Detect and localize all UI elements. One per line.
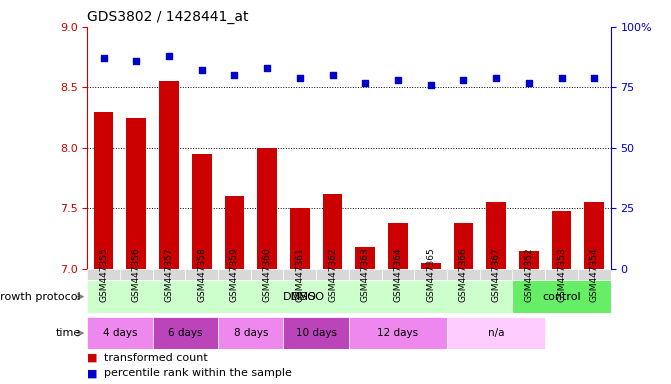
Text: ■: ■ — [87, 368, 101, 378]
Point — [229, 72, 240, 78]
Bar — [251, 269, 283, 280]
Bar — [153, 269, 185, 280]
Bar — [87, 317, 153, 349]
Bar — [283, 317, 349, 349]
Bar — [316, 269, 349, 280]
Bar — [218, 269, 251, 280]
Bar — [414, 269, 447, 280]
Text: control: control — [542, 291, 581, 302]
Bar — [552, 211, 571, 269]
Bar — [388, 223, 408, 269]
Text: GSM447356: GSM447356 — [132, 247, 141, 302]
Bar — [126, 118, 146, 269]
Bar — [447, 317, 545, 349]
Point — [164, 53, 174, 59]
Text: GSM447365: GSM447365 — [426, 247, 435, 302]
Text: GSM447361: GSM447361 — [295, 247, 305, 302]
Text: GSM447363: GSM447363 — [361, 247, 370, 302]
Bar — [87, 280, 513, 313]
Point — [197, 67, 207, 73]
Point — [491, 74, 501, 81]
Bar — [94, 111, 113, 269]
Bar — [283, 269, 316, 280]
Bar — [545, 269, 578, 280]
Point — [589, 74, 600, 81]
Text: percentile rank within the sample: percentile rank within the sample — [104, 368, 292, 378]
Text: GSM447367: GSM447367 — [492, 247, 501, 302]
Text: time: time — [55, 328, 81, 338]
Bar — [513, 280, 611, 313]
Text: GDS3802 / 1428441_at: GDS3802 / 1428441_at — [87, 10, 249, 25]
Text: transformed count: transformed count — [104, 353, 208, 363]
Bar — [290, 209, 310, 269]
Bar — [258, 148, 277, 269]
Bar — [480, 269, 513, 280]
Point — [327, 72, 338, 78]
Text: ■: ■ — [87, 353, 101, 363]
Text: GSM447352: GSM447352 — [524, 247, 533, 302]
Point — [425, 82, 436, 88]
Text: DMSO: DMSO — [283, 291, 317, 302]
Bar — [447, 269, 480, 280]
Bar — [584, 202, 604, 269]
Text: growth protocol: growth protocol — [0, 291, 81, 302]
Bar — [120, 269, 153, 280]
Bar — [421, 263, 440, 269]
Bar — [486, 202, 506, 269]
Point — [458, 77, 469, 83]
Text: 8 days: 8 days — [234, 328, 268, 338]
Bar — [225, 196, 244, 269]
Text: GSM447366: GSM447366 — [459, 247, 468, 302]
Point — [98, 55, 109, 61]
Bar — [519, 251, 539, 269]
Bar — [159, 81, 178, 269]
Bar — [192, 154, 211, 269]
Point — [393, 77, 403, 83]
Point — [295, 74, 305, 81]
Bar — [349, 317, 447, 349]
Bar — [185, 269, 218, 280]
Bar — [382, 269, 414, 280]
Point — [360, 79, 370, 86]
Bar — [87, 269, 120, 280]
Text: 10 days: 10 days — [296, 328, 337, 338]
Text: 12 days: 12 days — [377, 328, 419, 338]
Bar — [356, 247, 375, 269]
Text: n/a: n/a — [488, 328, 505, 338]
Bar — [153, 317, 218, 349]
Text: GSM447357: GSM447357 — [164, 247, 174, 302]
Text: GSM447358: GSM447358 — [197, 247, 206, 302]
Text: GSM447355: GSM447355 — [99, 247, 108, 302]
Text: 6 days: 6 days — [168, 328, 203, 338]
Text: GSM447364: GSM447364 — [393, 247, 403, 302]
Point — [131, 58, 142, 64]
Point — [556, 74, 567, 81]
Bar — [349, 269, 382, 280]
Text: GSM447359: GSM447359 — [230, 247, 239, 302]
Text: GSM447360: GSM447360 — [262, 247, 272, 302]
Bar — [513, 269, 545, 280]
Text: GSM447353: GSM447353 — [557, 247, 566, 302]
Text: GSM447354: GSM447354 — [590, 247, 599, 302]
Bar — [323, 194, 342, 269]
Bar — [578, 269, 611, 280]
Bar — [218, 317, 283, 349]
Point — [523, 79, 534, 86]
Text: 4 days: 4 days — [103, 328, 137, 338]
Text: GSM447362: GSM447362 — [328, 247, 337, 302]
Text: DMSO: DMSO — [291, 291, 325, 302]
Bar — [454, 223, 473, 269]
Point — [262, 65, 272, 71]
